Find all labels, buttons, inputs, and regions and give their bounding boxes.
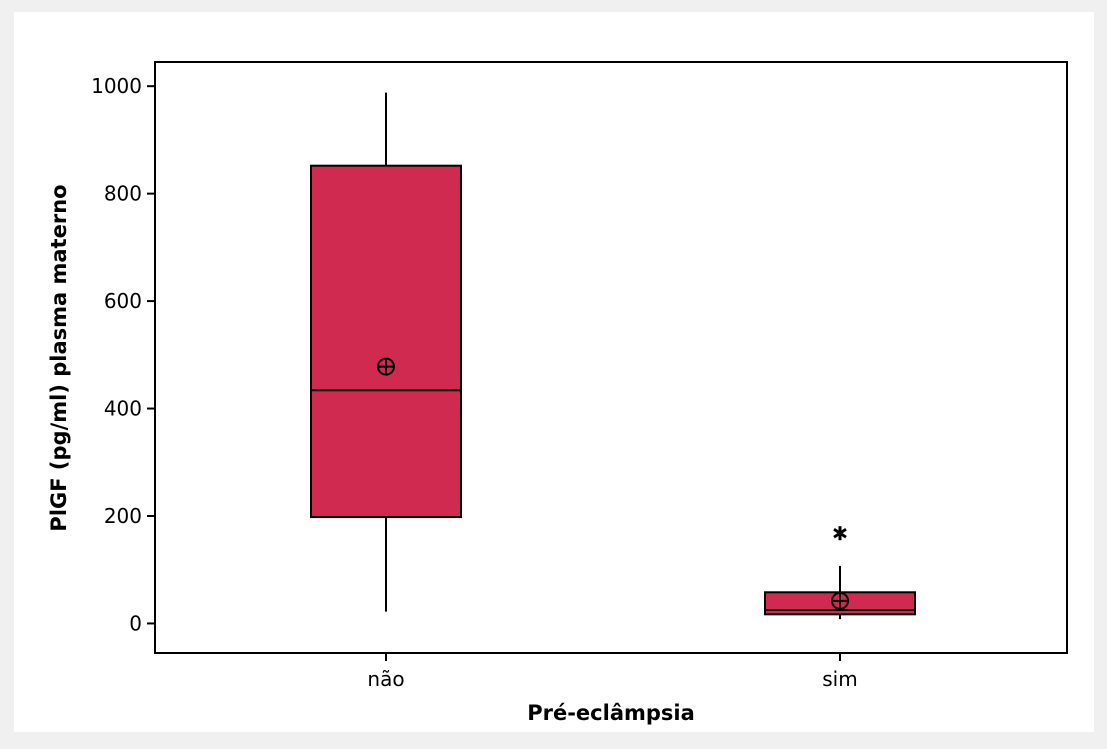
outlier-marker (833, 526, 847, 541)
y-tick-label: 1000 (91, 74, 142, 98)
x-tick-label: não (367, 667, 404, 691)
box-iqr (310, 164, 462, 519)
x-tick-label: sim (822, 667, 857, 691)
y-axis-title: PlGF (pg/ml) plasma materno (47, 184, 71, 531)
x-axis-title: Pré-eclâmpsia (527, 701, 695, 725)
y-tick-label: 200 (104, 504, 142, 528)
y-tick-label: 600 (104, 289, 142, 313)
plot-area (154, 61, 1068, 654)
x-axis: não sim (367, 653, 858, 691)
boxes (310, 92, 916, 620)
outlier-stroke (833, 527, 847, 539)
box-group (310, 92, 462, 612)
y-tick-label: 400 (104, 397, 142, 421)
y-tick-label: 800 (104, 182, 142, 206)
y-axis: 0 200 400 600 800 1000 (91, 74, 155, 635)
y-tick-label: 0 (129, 611, 142, 635)
box-group (764, 526, 916, 620)
